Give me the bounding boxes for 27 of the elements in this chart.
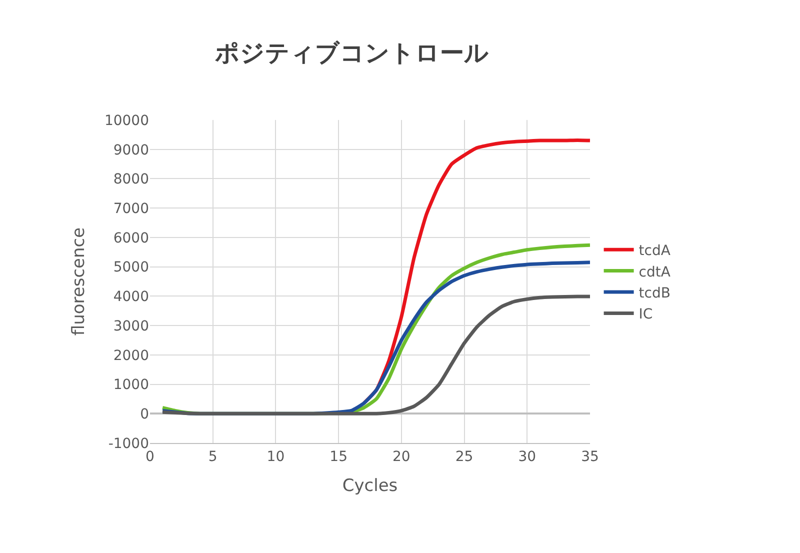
y-tick-label: 2000 (113, 348, 149, 364)
y-tick-label: 6000 (113, 230, 149, 246)
legend-label: tcdA (638, 243, 671, 260)
y-tick-label: 8000 (113, 172, 149, 188)
line-series (160, 294, 590, 416)
y-axis-title: fluorescence (69, 227, 90, 336)
x-tick-label: 25 (455, 448, 474, 465)
y-tick-label: 3000 (113, 318, 149, 334)
legend-label: cdtA (638, 264, 671, 280)
y-tick-label: 1000 (113, 377, 149, 394)
y-tick-label: 10000 (104, 112, 149, 129)
x-tick-label: 30 (518, 448, 536, 465)
chart-title: ポジティブコントロール (214, 39, 489, 68)
y-tick-label: 9000 (113, 142, 149, 158)
legend-label: IC (638, 306, 653, 323)
y-tick-label: 4000 (113, 289, 149, 306)
x-tick-label: 15 (330, 448, 348, 465)
x-axis-title: Cycles (342, 476, 398, 496)
x-tick-label: 5 (208, 448, 218, 465)
legend-label: tcdB (638, 285, 670, 302)
y-tick-label: -1000 (108, 436, 149, 452)
x-tick-label: 20 (392, 448, 410, 465)
x-tick-label: 35 (581, 448, 599, 465)
y-tick-label: 7000 (113, 200, 149, 217)
y-tick-label: 0 (140, 406, 149, 423)
x-tick-label: 10 (266, 448, 285, 465)
y-tick-label: 5000 (113, 260, 149, 276)
